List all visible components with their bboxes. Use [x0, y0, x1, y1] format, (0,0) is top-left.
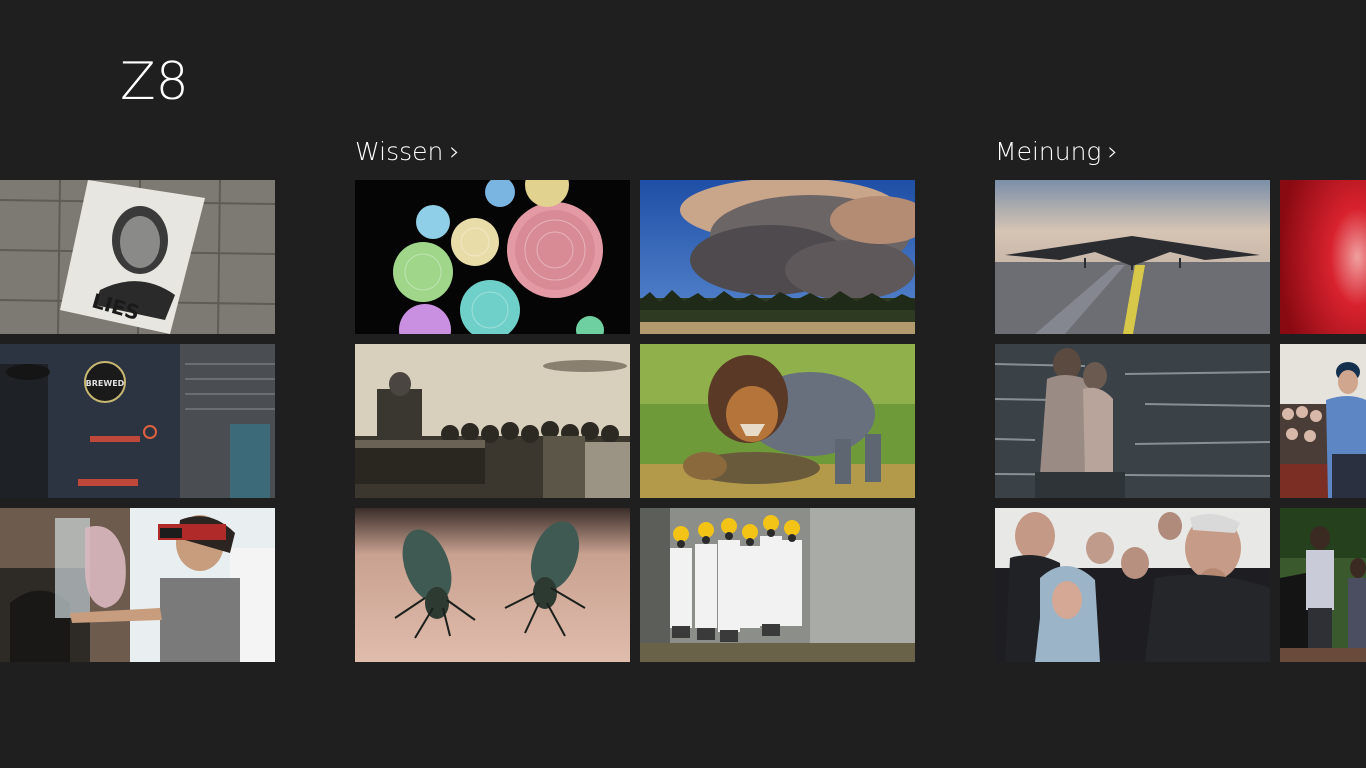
sign-text: BREWED — [86, 379, 125, 388]
app-title: Z8 — [120, 52, 189, 112]
tile-image — [1280, 344, 1366, 498]
news-tile-historic-zeppelin[interactable] — [355, 344, 630, 498]
group-header-label: Wissen — [355, 136, 444, 166]
tile-image — [995, 508, 1270, 662]
tile-image — [1280, 180, 1366, 334]
news-tile-hazmat-workers[interactable] — [640, 508, 915, 662]
news-tile-obama-poster[interactable]: LIES — [0, 180, 275, 334]
news-tile-vr-headset[interactable] — [0, 508, 275, 662]
group-header-label: Meinung — [995, 136, 1102, 166]
group-header-wissen[interactable]: Wissen › — [355, 134, 460, 168]
news-tile-protest-partial[interactable] — [1280, 508, 1366, 662]
news-tile-mourners[interactable] — [995, 508, 1270, 662]
news-tile-flies[interactable] — [355, 508, 630, 662]
tile-image — [0, 508, 275, 662]
tile-image: LIES — [0, 180, 275, 334]
tile-image — [355, 508, 630, 662]
chevron-right-icon: › — [1107, 137, 1118, 167]
tile-image — [995, 180, 1270, 334]
news-tile-stealth-bomber[interactable] — [995, 180, 1270, 334]
news-tile-wildfire-smoke[interactable] — [640, 180, 915, 334]
tile-image — [995, 344, 1270, 498]
tile-image — [355, 344, 630, 498]
news-tile-pollen-microscopy[interactable] — [355, 180, 630, 334]
tile-image — [640, 344, 915, 498]
news-tile-red-partial[interactable] — [1280, 180, 1366, 334]
tile-image — [640, 508, 915, 662]
tile-image — [640, 180, 915, 334]
news-tile-couple-water[interactable] — [995, 344, 1270, 498]
chevron-right-icon: › — [449, 137, 460, 167]
tile-image — [355, 180, 630, 334]
tile-image: BREWED — [0, 344, 275, 498]
news-tile-watchdogs[interactable]: BREWED — [0, 344, 275, 498]
group-header-meinung[interactable]: Meinung › — [995, 134, 1118, 168]
news-tile-lions[interactable] — [640, 344, 915, 498]
tile-image — [1280, 508, 1366, 662]
news-tile-police-partial[interactable] — [1280, 344, 1366, 498]
